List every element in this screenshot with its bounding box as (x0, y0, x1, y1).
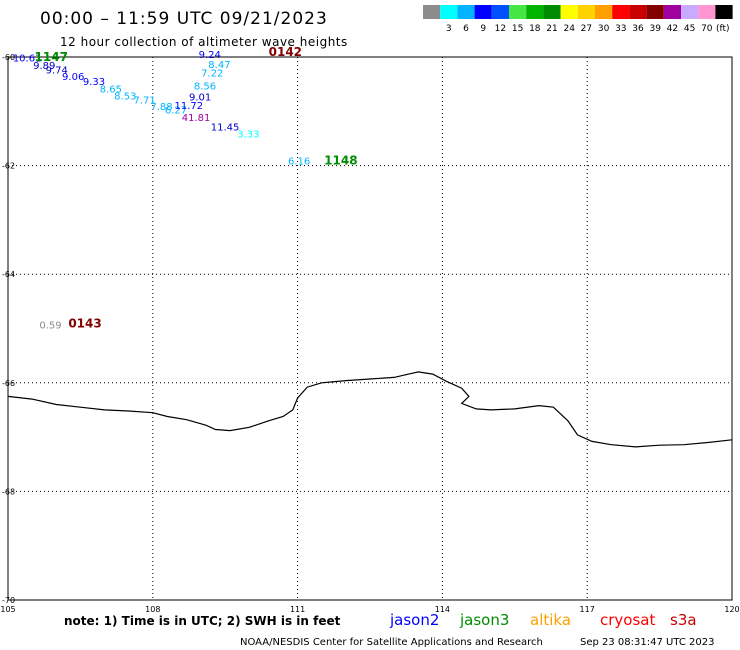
wave-height-label: 0.59 (39, 321, 61, 332)
y-tick-label: -64 (2, 270, 15, 279)
wave-height-label: 3.33 (237, 129, 259, 140)
tick-labels: 105 108 111 114 117 120 -60 -62 -64 -66 -68 -70 (0, 53, 739, 614)
legend-bin-label: 30 (598, 24, 610, 34)
chart-subtitle: 12 hour collection of altimeter wave hei… (60, 35, 348, 49)
y-tick-label: -68 (2, 487, 15, 496)
legend-swatch (560, 5, 578, 19)
legend-bin-label: 6 (463, 24, 469, 34)
legend-bin-label: 21 (546, 24, 557, 34)
data-points: 10.619.899.749.069.338.658.537.717.886.2… (13, 50, 310, 331)
footer-timestamp: Sep 23 08:31:47 UTC 2023 (580, 637, 714, 648)
legend-swatch (595, 5, 613, 19)
legend-bin-label: 39 (649, 24, 661, 34)
legend-swatch (543, 5, 561, 19)
y-tick-label: -62 (2, 162, 15, 171)
legend-swatch (715, 5, 733, 19)
pass-time-label: 1148 (324, 154, 357, 168)
wave-height-label: 8.47 (208, 60, 230, 71)
footer-credit: NOAA/NESDIS Center for Satellite Applica… (240, 637, 543, 648)
satellite-name: cryosat (600, 611, 655, 629)
legend-swatch (663, 5, 681, 19)
legend-swatch (577, 5, 595, 19)
y-tick-label: -70 (2, 596, 15, 605)
legend-bin-label: 24 (563, 24, 575, 34)
legend-bin-label: 33 (615, 24, 626, 34)
wave-height-label: 7.88 (150, 102, 172, 113)
wave-height-label: 9.33 (83, 77, 105, 88)
wave-height-label: 9.89 (33, 61, 55, 72)
chart-title: 00:00 – 11:59 UTC 09/21/2023 (40, 9, 328, 29)
satellite-name: jason3 (459, 611, 509, 629)
x-tick-label: 111 (290, 605, 305, 614)
satellite-name: jason2 (389, 611, 439, 629)
legend-swatch (457, 5, 475, 19)
wave-height-label: 6.27 (165, 105, 187, 116)
y-tick-label: -66 (2, 379, 15, 388)
legend-bin-label: 12 (495, 24, 506, 34)
legend-bin-label: 45 (684, 24, 695, 34)
wave-height-label: 8.53 (114, 91, 136, 102)
legend-bin-label: 9 (480, 24, 486, 34)
legend-bin-label: 3 (446, 24, 452, 34)
legend-bin-label: 42 (667, 24, 678, 34)
wave-height-label: 9.74 (46, 65, 68, 76)
pass-labels: 1147 0142 1148 0143 (35, 45, 358, 331)
grid-lines (8, 57, 732, 600)
wave-height-label: 8.65 (100, 84, 122, 95)
legend-bin-label: 15 (512, 24, 523, 34)
note-text: note: 1) Time is in UTC; 2) SWH is in fe… (64, 614, 341, 628)
legend-bin-label: 27 (581, 24, 592, 34)
legend-swatch (474, 5, 492, 19)
pass-time-label: 1147 (35, 50, 68, 64)
wave-height-label: 7.71 (133, 96, 155, 107)
x-tick-label: 117 (580, 605, 595, 614)
legend-swatch (526, 5, 544, 19)
x-tick-label: 105 (0, 605, 15, 614)
wave-height-label: 11.45 (211, 122, 240, 133)
legend-swatch (509, 5, 527, 19)
wave-height-label: 7.22 (201, 69, 223, 80)
satellite-legend: jason2 jason3 altika cryosat s3a (389, 611, 697, 629)
wave-height-label: 11.72 (175, 101, 204, 112)
legend-swatch (681, 5, 699, 19)
wave-height-label: 6.16 (288, 157, 310, 168)
legend-swatch (612, 5, 630, 19)
y-tick-label: -60 (2, 53, 15, 62)
legend-bin-label: 18 (529, 24, 541, 34)
satellite-name: altika (530, 611, 571, 629)
wave-height-label: 9.24 (199, 50, 221, 61)
legend-swatch (646, 5, 664, 19)
legend-swatch (423, 5, 441, 19)
coastline (7, 371, 733, 448)
wave-height-label: 10.61 (13, 53, 42, 64)
x-tick-label: 108 (145, 605, 160, 614)
plot-frame (7, 56, 733, 601)
legend-bin-label: 36 (632, 24, 644, 34)
wave-height-label: 9.01 (189, 92, 211, 103)
legend-swatch (698, 5, 716, 19)
legend-swatch (491, 5, 509, 19)
color-legend: 3 6 9 12 15 18 21 24 27 30 33 36 39 42 45 70 (ft) (423, 5, 733, 34)
wave-height-label: 9.06 (62, 72, 84, 83)
pass-time-label: 0142 (269, 45, 302, 59)
satellite-name: s3a (670, 611, 697, 629)
x-tick-label: 114 (435, 605, 450, 614)
legend-bin-label: 70 (701, 24, 713, 34)
legend-unit: (ft) (716, 24, 730, 34)
wave-height-label: 41.81 (182, 113, 211, 124)
legend-swatch (629, 5, 647, 19)
legend-swatch (440, 5, 458, 19)
plot-area: 105 108 111 114 117 120 -60 -62 -64 -66 -68 -70 10.… (0, 45, 739, 614)
pass-time-label: 0143 (68, 316, 101, 330)
x-tick-label: 120 (724, 605, 739, 614)
wave-height-label: 8.56 (194, 82, 216, 93)
